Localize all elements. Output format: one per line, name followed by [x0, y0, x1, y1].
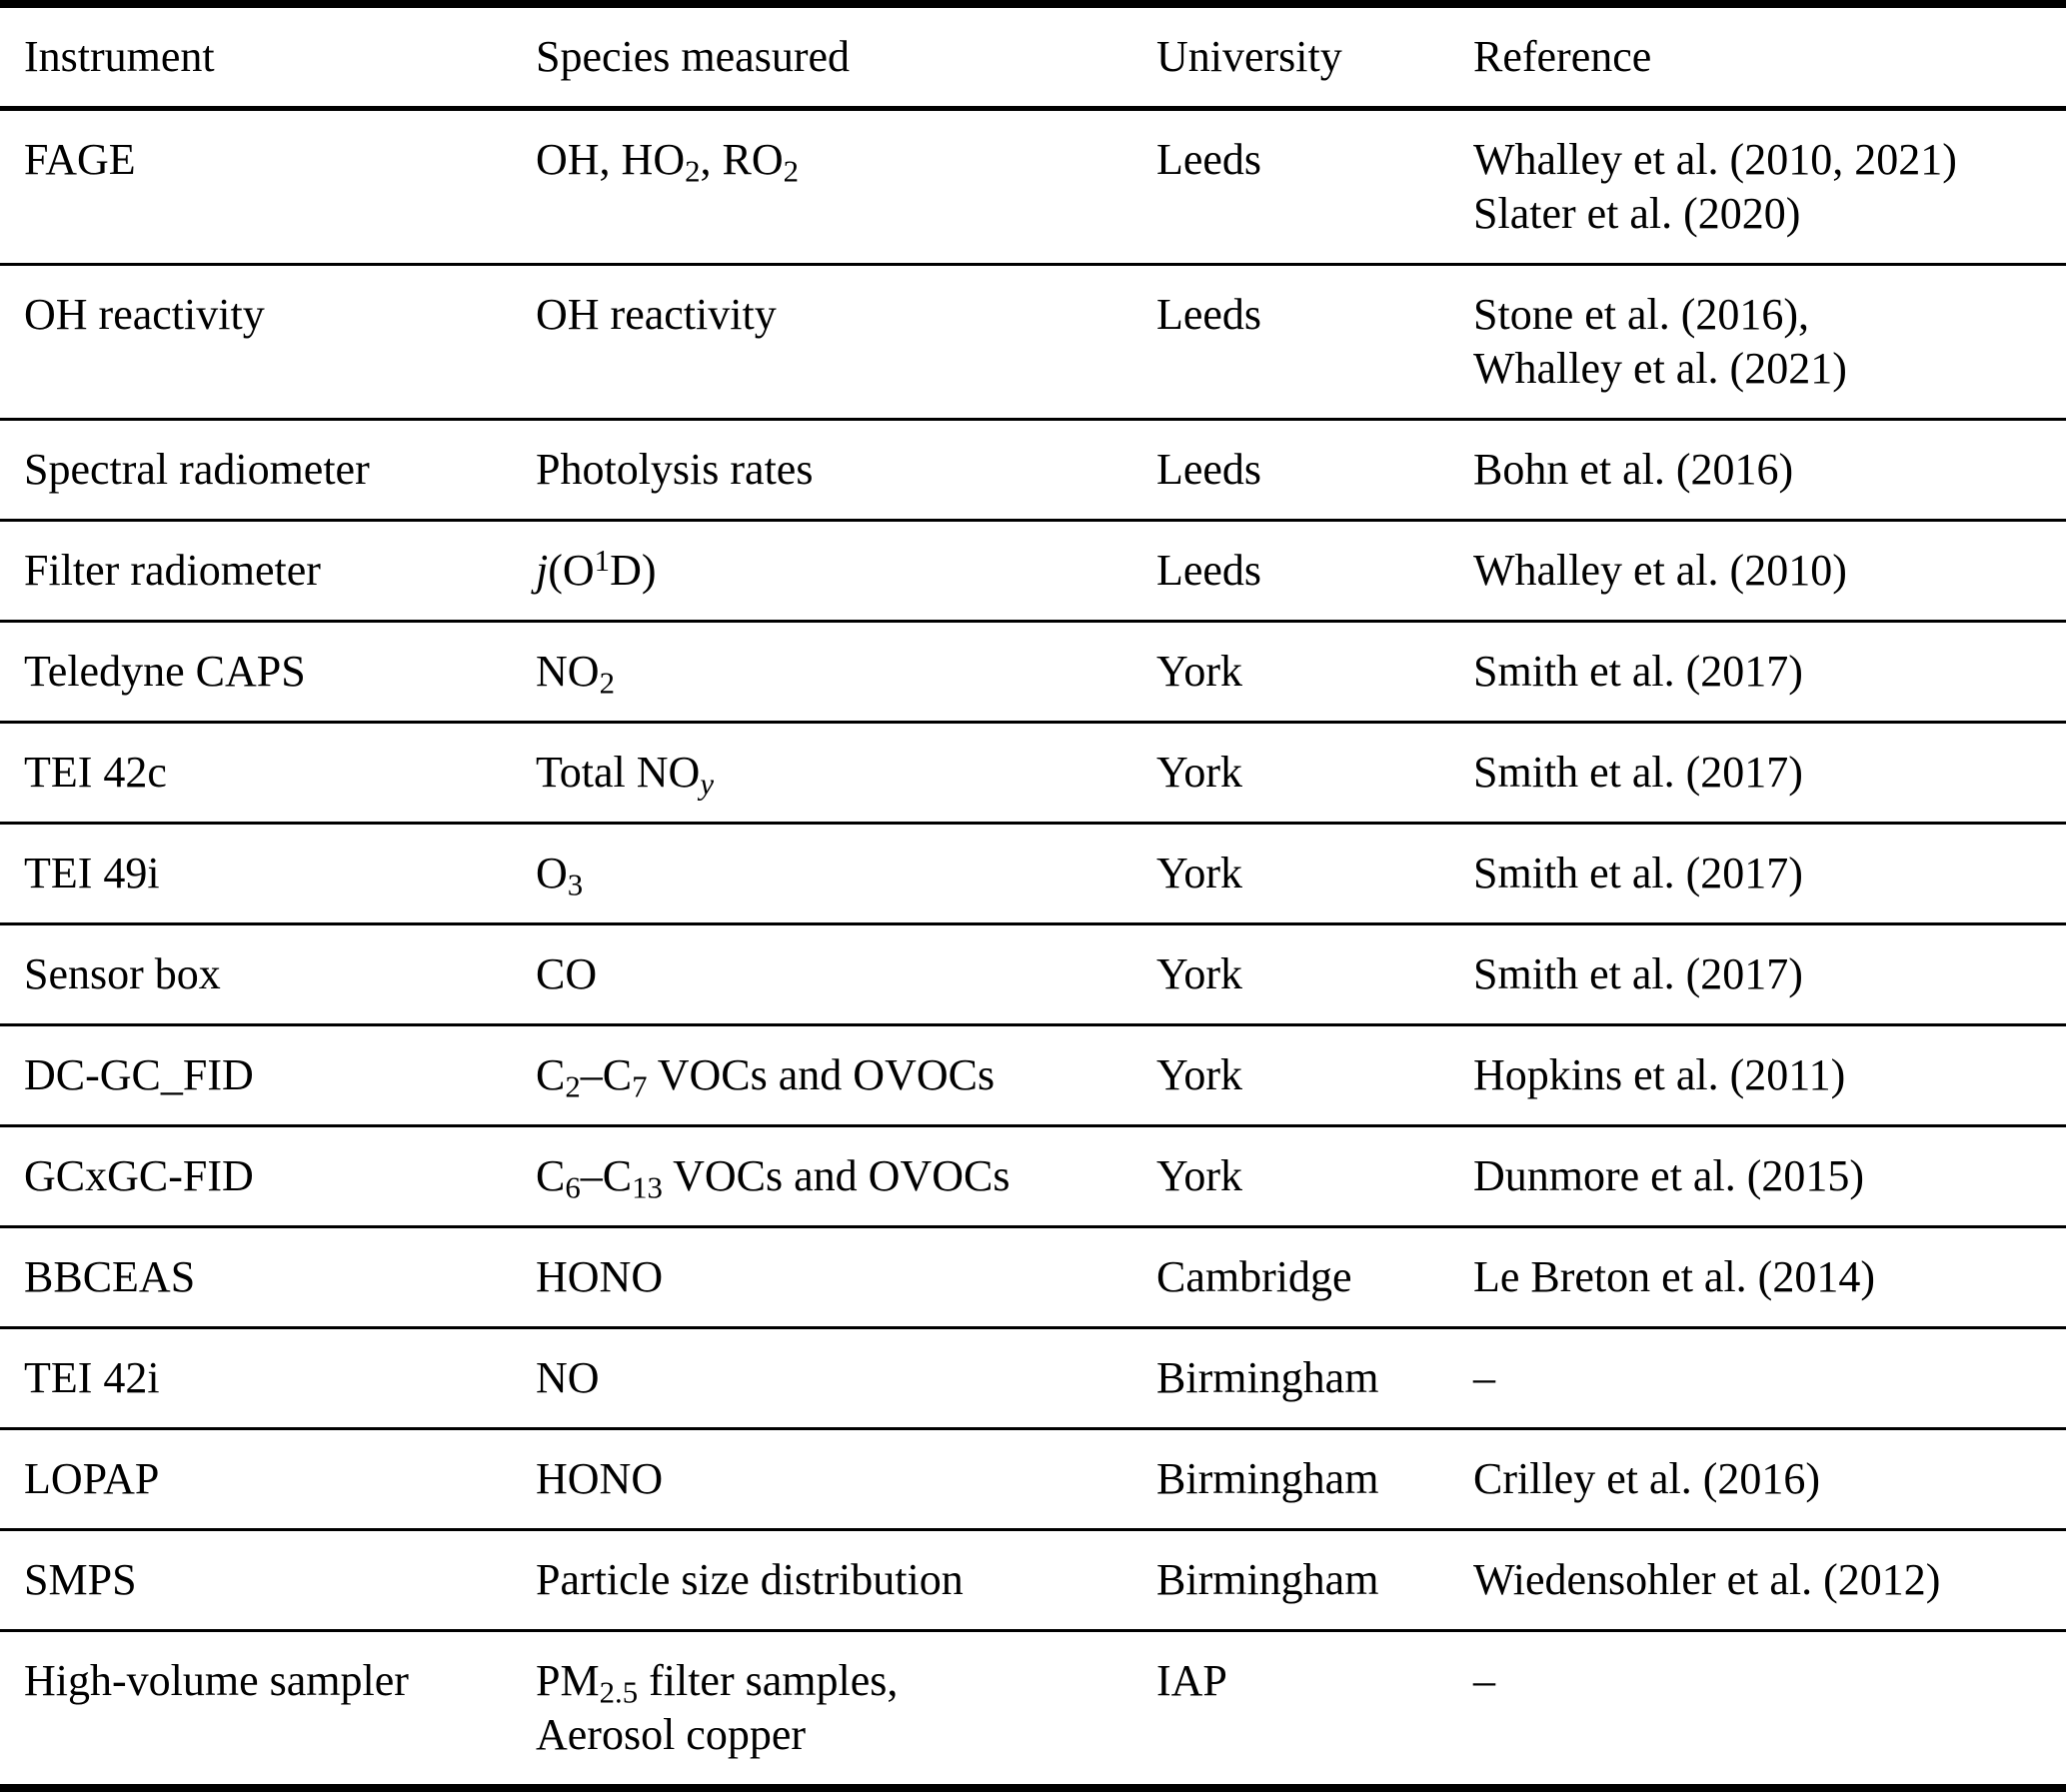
- university-cell: York: [1132, 923, 1449, 1026]
- reference-cell: –: [1449, 1327, 2066, 1430]
- species-cell: OH, HO2, RO2: [512, 108, 1132, 266]
- reference-cell: Wiedensohler et al. (2012): [1449, 1529, 2066, 1632]
- reference-cell: –: [1449, 1630, 2066, 1790]
- university-cell: Birmingham: [1132, 1529, 1449, 1632]
- species-cell: Particle size distribution: [512, 1529, 1132, 1632]
- species-cell: HONO: [512, 1428, 1132, 1531]
- table-row: DC-GC_FID C2–C7 VOCs and OVOCs York Hopkins…: [0, 1024, 2066, 1127]
- reference-cell: Smith et al. (2017): [1449, 923, 2066, 1026]
- instrument-cell: DC-GC_FID: [0, 1024, 512, 1127]
- university-cell: Birmingham: [1132, 1428, 1449, 1531]
- table-row: LOPAP HONO Birmingham Crilley et al. (2016): [0, 1428, 2066, 1531]
- university-cell: York: [1132, 1024, 1449, 1127]
- university-cell: IAP: [1132, 1630, 1449, 1790]
- species-cell: PM2.5 filter samples, Aerosol copper: [512, 1630, 1132, 1790]
- reference-cell: Hopkins et al. (2011): [1449, 1024, 2066, 1127]
- species-cell: HONO: [512, 1226, 1132, 1329]
- table-row: TEI 49i O3 York Smith et al. (2017): [0, 823, 2066, 925]
- reference-cell: Stone et al. (2016), Whalley et al. (2021…: [1449, 264, 2066, 421]
- species-cell: C2–C7 VOCs and OVOCs: [512, 1024, 1132, 1127]
- table-row: Filter radiometer j(O1D) Leeds Whalley et a…: [0, 520, 2066, 623]
- species-cell: CO: [512, 923, 1132, 1026]
- university-cell: York: [1132, 621, 1449, 724]
- reference-cell: Smith et al. (2017): [1449, 823, 2066, 925]
- reference-cell: Whalley et al. (2010): [1449, 520, 2066, 623]
- table-row: SMPS Particle size distribution Birmingham…: [0, 1529, 2066, 1632]
- table-body: FAGE OH, HO2, RO2 Leeds Whalley et al. (201…: [0, 108, 2066, 1790]
- species-cell: NO2: [512, 621, 1132, 724]
- table-row: TEI 42c Total NOy York Smith et al. (2017): [0, 722, 2066, 825]
- reference-cell: Smith et al. (2017): [1449, 722, 2066, 825]
- column-header-instrument: Instrument: [0, 4, 512, 111]
- column-header-university: University: [1132, 4, 1449, 111]
- column-header-reference: Reference: [1449, 4, 2066, 111]
- reference-cell: Bohn et al. (2016): [1449, 419, 2066, 522]
- instrument-cell: TEI 42i: [0, 1327, 512, 1430]
- reference-cell: Dunmore et al. (2015): [1449, 1125, 2066, 1228]
- species-cell: O3: [512, 823, 1132, 925]
- species-cell: OH reactivity: [512, 264, 1132, 421]
- instrument-cell: TEI 49i: [0, 823, 512, 925]
- reference-cell: Crilley et al. (2016): [1449, 1428, 2066, 1531]
- column-header-species: Species measured: [512, 4, 1132, 111]
- table-row: GCxGC-FID C6–C13 VOCs and OVOCs York Dunmor…: [0, 1125, 2066, 1228]
- instrument-cell: Teledyne CAPS: [0, 621, 512, 724]
- university-cell: Leeds: [1132, 108, 1449, 266]
- table-row: Spectral radiometer Photolysis rates Leeds…: [0, 419, 2066, 522]
- table-row: High-volume sampler PM2.5 filter samples,…: [0, 1630, 2066, 1790]
- species-cell: C6–C13 VOCs and OVOCs: [512, 1125, 1132, 1228]
- table-row: FAGE OH, HO2, RO2 Leeds Whalley et al. (201…: [0, 108, 2066, 266]
- table-row: Sensor box CO York Smith et al. (2017): [0, 923, 2066, 1026]
- instrument-cell: Filter radiometer: [0, 520, 512, 623]
- reference-cell: Smith et al. (2017): [1449, 621, 2066, 724]
- reference-cell: Whalley et al. (2010, 2021) Slater et al.…: [1449, 108, 2066, 266]
- university-cell: Leeds: [1132, 419, 1449, 522]
- university-cell: York: [1132, 722, 1449, 825]
- reference-cell: Le Breton et al. (2014): [1449, 1226, 2066, 1329]
- instrument-cell: High-volume sampler: [0, 1630, 512, 1790]
- university-cell: Leeds: [1132, 520, 1449, 623]
- instrument-cell: GCxGC-FID: [0, 1125, 512, 1228]
- species-cell: NO: [512, 1327, 1132, 1430]
- species-cell: Photolysis rates: [512, 419, 1132, 522]
- university-cell: Birmingham: [1132, 1327, 1449, 1430]
- university-cell: Cambridge: [1132, 1226, 1449, 1329]
- table-row: BBCEAS HONO Cambridge Le Breton et al. (201…: [0, 1226, 2066, 1329]
- instrument-cell: SMPS: [0, 1529, 512, 1632]
- university-cell: York: [1132, 823, 1449, 925]
- instrument-cell: FAGE: [0, 108, 512, 266]
- instrument-cell: Sensor box: [0, 923, 512, 1026]
- university-cell: Leeds: [1132, 264, 1449, 421]
- species-cell: Total NOy: [512, 722, 1132, 825]
- table-header-row: Instrument Species measured University R…: [0, 4, 2066, 111]
- instrument-cell: BBCEAS: [0, 1226, 512, 1329]
- table-row: Teledyne CAPS NO2 York Smith et al. (2017): [0, 621, 2066, 724]
- table-row: OH reactivity OH reactivity Leeds Stone et …: [0, 264, 2066, 421]
- university-cell: York: [1132, 1125, 1449, 1228]
- table-row: TEI 42i NO Birmingham –: [0, 1327, 2066, 1430]
- instrument-cell: TEI 42c: [0, 722, 512, 825]
- instrument-cell: LOPAP: [0, 1428, 512, 1531]
- species-cell: j(O1D): [512, 520, 1132, 623]
- instrument-cell: OH reactivity: [0, 264, 512, 421]
- instrument-cell: Spectral radiometer: [0, 419, 512, 522]
